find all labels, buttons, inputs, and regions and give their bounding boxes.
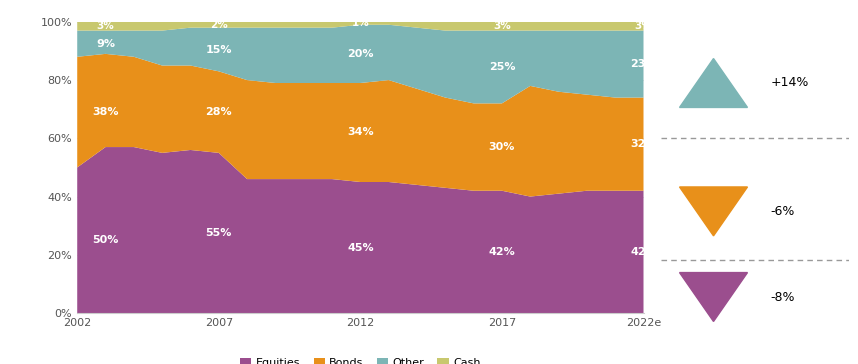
Text: 2%: 2% <box>210 20 227 30</box>
Text: 30%: 30% <box>489 142 515 152</box>
Text: 28%: 28% <box>205 107 233 117</box>
Text: 25%: 25% <box>489 62 515 72</box>
Text: 34%: 34% <box>347 127 374 138</box>
Text: 3%: 3% <box>493 21 511 31</box>
Polygon shape <box>680 273 747 321</box>
Text: 15%: 15% <box>206 44 232 55</box>
Text: 23%: 23% <box>631 59 656 69</box>
Text: 3%: 3% <box>635 21 652 31</box>
Polygon shape <box>680 59 747 107</box>
Text: +14%: +14% <box>770 76 808 90</box>
Text: -8%: -8% <box>770 290 795 304</box>
Text: 42%: 42% <box>488 247 516 257</box>
Text: 55%: 55% <box>206 228 232 238</box>
Legend: Equities, Bonds, Other, Cash: Equities, Bonds, Other, Cash <box>236 353 485 364</box>
Text: 3%: 3% <box>97 21 114 31</box>
Text: 45%: 45% <box>347 242 374 253</box>
Text: 42%: 42% <box>630 247 657 257</box>
Text: 38%: 38% <box>93 107 118 117</box>
Text: -6%: -6% <box>770 205 795 218</box>
Text: 9%: 9% <box>96 39 115 49</box>
Text: 1%: 1% <box>352 18 369 28</box>
Text: 32%: 32% <box>631 139 656 149</box>
Text: 50%: 50% <box>93 235 118 245</box>
Text: 20%: 20% <box>347 49 373 59</box>
Polygon shape <box>680 187 747 236</box>
